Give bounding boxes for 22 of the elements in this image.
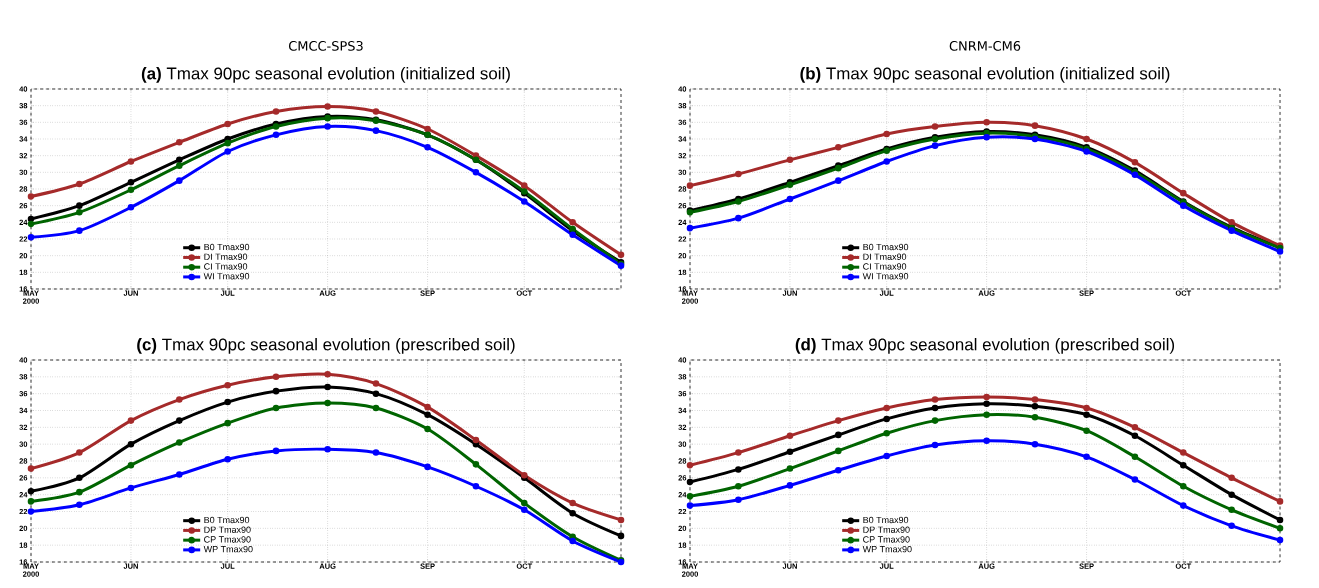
legend-label: B0 Tmax90: [863, 516, 909, 524]
legend-label: B0 Tmax90: [204, 243, 250, 251]
legend-label: WI Tmax90: [203, 273, 250, 280]
legend-label: WP Tmax90: [862, 546, 912, 553]
legend-label: B0 Tmax90: [204, 516, 250, 524]
chart-title: CNRM-CM6: [949, 41, 1021, 51]
chart-subtitle: (b) Tmax 90pc seasonal evolution (initialized soil): [800, 67, 1170, 83]
legend-label: DI Tmax90: [204, 253, 248, 260]
chart-subtitle: (c) Tmax 90pc seasonal evolution (prescribed soil): [137, 338, 515, 354]
legend-label: CP Tmax90: [204, 536, 251, 543]
legend-label: CP Tmax90: [863, 536, 910, 543]
legend-label: WI Tmax90: [862, 273, 909, 280]
legend-label: CI Tmax90: [863, 263, 907, 270]
legend-label: CI Tmax90: [204, 263, 248, 270]
legend-label: DP Tmax90: [863, 526, 910, 533]
chart-title: CMCC-SPS3: [289, 41, 363, 51]
legend-label: DI Tmax90: [863, 253, 907, 260]
legend-label: WP Tmax90: [203, 546, 253, 553]
legend-label: DP Tmax90: [204, 526, 251, 533]
legend-label: B0 Tmax90: [863, 243, 909, 251]
chart-subtitle: (a) Tmax 90pc seasonal evolution (initialized soil): [141, 67, 510, 83]
chart-subtitle: (d) Tmax 90pc seasonal evolution (prescribed soil): [795, 338, 1175, 354]
